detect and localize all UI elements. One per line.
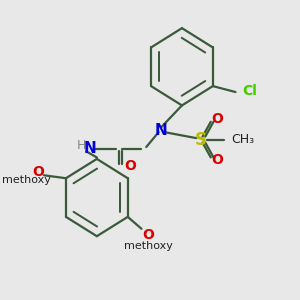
- Text: O: O: [211, 153, 223, 167]
- Text: S: S: [195, 130, 207, 148]
- Text: O: O: [124, 159, 136, 173]
- Text: N: N: [84, 141, 96, 156]
- Text: methoxy: methoxy: [2, 175, 51, 185]
- Text: N: N: [155, 123, 168, 138]
- Text: H: H: [76, 139, 86, 152]
- Text: methoxy: methoxy: [124, 241, 173, 251]
- Text: CH₃: CH₃: [231, 133, 254, 146]
- Text: O: O: [142, 228, 154, 242]
- Text: O: O: [211, 112, 223, 126]
- Text: Cl: Cl: [242, 84, 257, 98]
- Text: O: O: [32, 165, 44, 179]
